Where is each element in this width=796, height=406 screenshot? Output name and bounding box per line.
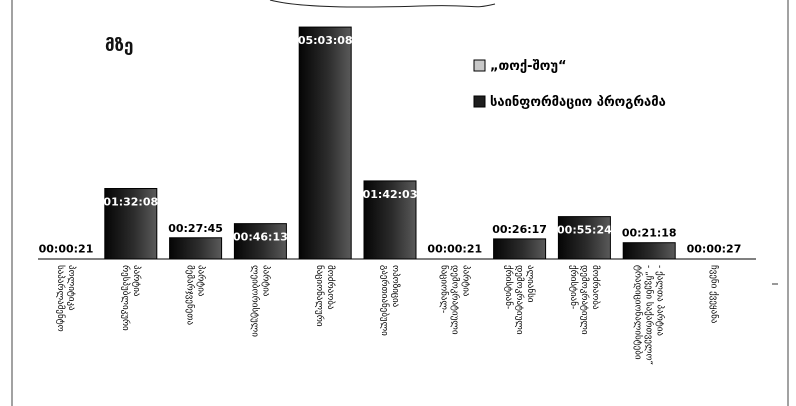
data-label: 00:27:45	[168, 222, 223, 235]
category-label: მემარჯვენეთა	[185, 265, 196, 325]
category-label: დემოკრატიული	[449, 265, 460, 335]
bar	[493, 238, 547, 260]
category-label: საპარლამენტო	[55, 265, 66, 332]
category-label: გაერთიანებული	[379, 265, 390, 336]
data-label: 00:00:21	[39, 243, 94, 256]
data-label: 00:26:17	[492, 223, 547, 236]
data-label: 00:46:13	[233, 231, 288, 244]
category-label: პოლიტიკა	[66, 265, 77, 311]
bar	[557, 216, 611, 260]
category-label: ჩვენი ქვეყანა	[709, 265, 720, 324]
category-label: პარტია	[260, 265, 271, 297]
category-label: პარტია	[196, 265, 207, 297]
bar	[298, 26, 352, 260]
plot-area: 00:00:21 საპარლამენტო პოლიტიკა 01:32:08 რესპ…	[38, 26, 756, 365]
chart-subtitle: მზე	[105, 36, 133, 56]
data-label: 01:32:08	[103, 196, 158, 209]
data-label: 00:00:21	[427, 243, 482, 256]
category-label: მოძრაობა	[590, 265, 601, 310]
category-label: პარტია	[460, 265, 471, 297]
legend-label: საინფორმაციო პროგრამა	[490, 95, 666, 110]
bar	[622, 242, 676, 260]
bar	[104, 188, 158, 260]
legend-label: „თოქ-შოუ“	[490, 59, 567, 74]
category-label: ქრისტიან-	[503, 265, 514, 309]
legend-swatch	[473, 59, 486, 72]
legend-swatch	[473, 95, 486, 108]
category-label: დემოკრატიული	[579, 265, 590, 335]
category-label: ნაციონალური	[314, 265, 325, 327]
category-label: - „ჩვენი საქართველო“	[644, 265, 655, 365]
category-label: ქრისტიან-	[568, 265, 579, 309]
category-label: ნაციონალ-	[438, 265, 449, 313]
category-label: ოპოზიცია	[390, 265, 401, 308]
category-label: ალიანსი	[525, 265, 536, 303]
bar	[363, 180, 417, 260]
bar	[233, 223, 287, 260]
category-label: ტრადიციონალისტები	[633, 265, 644, 360]
data-label: 01:42:03	[363, 188, 418, 201]
category-label: ლეიბორისტული	[249, 265, 260, 337]
data-label: 00:21:18	[622, 227, 677, 240]
data-label: 00:55:24	[557, 224, 612, 237]
data-label: 05:03:08	[298, 34, 353, 47]
legend: „თოქ-შოუ“ საინფორმაციო პროგრამა	[473, 59, 666, 110]
category-label: პარტია	[131, 265, 142, 297]
data-label: 00:00:27	[687, 243, 742, 256]
category-label: დემოკრატიული	[514, 265, 525, 335]
category-label: მოძრაობა	[325, 265, 336, 310]
clipped-title-fragment	[269, 0, 496, 8]
category-label: რესპუბლიკური	[120, 265, 131, 331]
category-label: - ქალთა პარტია	[655, 265, 666, 336]
bar	[169, 237, 223, 260]
